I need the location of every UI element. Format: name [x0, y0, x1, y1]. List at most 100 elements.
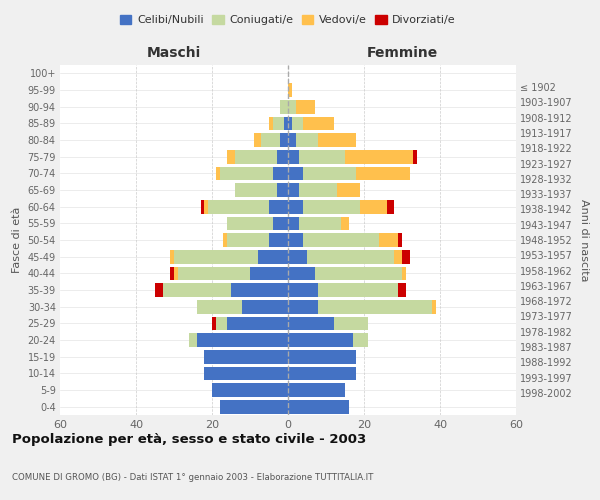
- Text: Popolazione per età, sesso e stato civile - 2003: Popolazione per età, sesso e stato civil…: [12, 432, 366, 446]
- Bar: [356, 166, 410, 180]
- Bar: [319, 133, 356, 147]
- Bar: [288, 233, 303, 247]
- Bar: [299, 183, 337, 197]
- Y-axis label: Fasce di età: Fasce di età: [12, 207, 22, 273]
- Bar: [212, 383, 288, 397]
- Bar: [220, 400, 288, 413]
- Bar: [296, 133, 319, 147]
- Bar: [360, 200, 387, 213]
- Bar: [216, 166, 220, 180]
- Bar: [273, 166, 288, 180]
- Bar: [208, 200, 269, 213]
- Bar: [205, 200, 208, 213]
- Bar: [174, 250, 257, 264]
- Bar: [288, 116, 292, 130]
- Bar: [269, 116, 273, 130]
- Bar: [235, 150, 277, 164]
- Bar: [277, 150, 288, 164]
- Bar: [288, 183, 299, 197]
- Bar: [353, 333, 368, 347]
- Bar: [284, 116, 288, 130]
- Bar: [288, 100, 296, 114]
- Bar: [170, 266, 174, 280]
- Bar: [394, 250, 402, 264]
- Bar: [288, 316, 334, 330]
- Bar: [262, 133, 280, 147]
- Bar: [288, 150, 299, 164]
- Bar: [307, 250, 394, 264]
- Text: Femmine: Femmine: [367, 46, 437, 60]
- Bar: [288, 366, 356, 380]
- Bar: [299, 216, 341, 230]
- Bar: [227, 150, 235, 164]
- Bar: [303, 166, 356, 180]
- Bar: [288, 166, 303, 180]
- Bar: [288, 400, 349, 413]
- Bar: [178, 266, 250, 280]
- Bar: [269, 200, 288, 213]
- Bar: [402, 266, 406, 280]
- Bar: [197, 300, 242, 314]
- Bar: [288, 300, 319, 314]
- Bar: [288, 283, 319, 297]
- Bar: [299, 150, 345, 164]
- Bar: [398, 233, 402, 247]
- Bar: [216, 316, 227, 330]
- Bar: [163, 283, 231, 297]
- Bar: [337, 183, 360, 197]
- Bar: [387, 200, 394, 213]
- Bar: [200, 200, 205, 213]
- Bar: [212, 316, 216, 330]
- Bar: [402, 250, 410, 264]
- Bar: [205, 350, 288, 364]
- Bar: [288, 133, 296, 147]
- Bar: [288, 216, 299, 230]
- Bar: [174, 266, 178, 280]
- Bar: [170, 250, 174, 264]
- Bar: [280, 133, 288, 147]
- Bar: [296, 100, 314, 114]
- Text: Maschi: Maschi: [147, 46, 201, 60]
- Bar: [288, 83, 292, 97]
- Bar: [288, 383, 345, 397]
- Bar: [398, 283, 406, 297]
- Bar: [189, 333, 197, 347]
- Bar: [273, 116, 284, 130]
- Bar: [345, 150, 413, 164]
- Bar: [379, 233, 398, 247]
- Bar: [288, 200, 303, 213]
- Bar: [257, 250, 288, 264]
- Bar: [250, 266, 288, 280]
- Bar: [205, 366, 288, 380]
- Bar: [223, 233, 227, 247]
- Bar: [254, 133, 262, 147]
- Bar: [280, 100, 288, 114]
- Bar: [273, 216, 288, 230]
- Bar: [277, 183, 288, 197]
- Bar: [269, 233, 288, 247]
- Bar: [235, 183, 277, 197]
- Bar: [314, 266, 402, 280]
- Bar: [227, 316, 288, 330]
- Bar: [319, 300, 433, 314]
- Bar: [303, 200, 360, 213]
- Bar: [303, 116, 334, 130]
- Bar: [334, 316, 368, 330]
- Bar: [227, 233, 269, 247]
- Bar: [319, 283, 398, 297]
- Text: COMUNE DI GROMO (BG) - Dati ISTAT 1° gennaio 2003 - Elaborazione TUTTITALIA.IT: COMUNE DI GROMO (BG) - Dati ISTAT 1° gen…: [12, 473, 373, 482]
- Bar: [413, 150, 417, 164]
- Y-axis label: Anni di nascita: Anni di nascita: [578, 198, 589, 281]
- Bar: [155, 283, 163, 297]
- Bar: [288, 250, 307, 264]
- Legend: Celibi/Nubili, Coniugati/e, Vedovi/e, Divorziati/e: Celibi/Nubili, Coniugati/e, Vedovi/e, Di…: [116, 10, 460, 30]
- Bar: [288, 350, 356, 364]
- Bar: [292, 116, 303, 130]
- Bar: [288, 333, 353, 347]
- Bar: [220, 166, 273, 180]
- Bar: [341, 216, 349, 230]
- Bar: [227, 216, 273, 230]
- Bar: [197, 333, 288, 347]
- Bar: [433, 300, 436, 314]
- Bar: [242, 300, 288, 314]
